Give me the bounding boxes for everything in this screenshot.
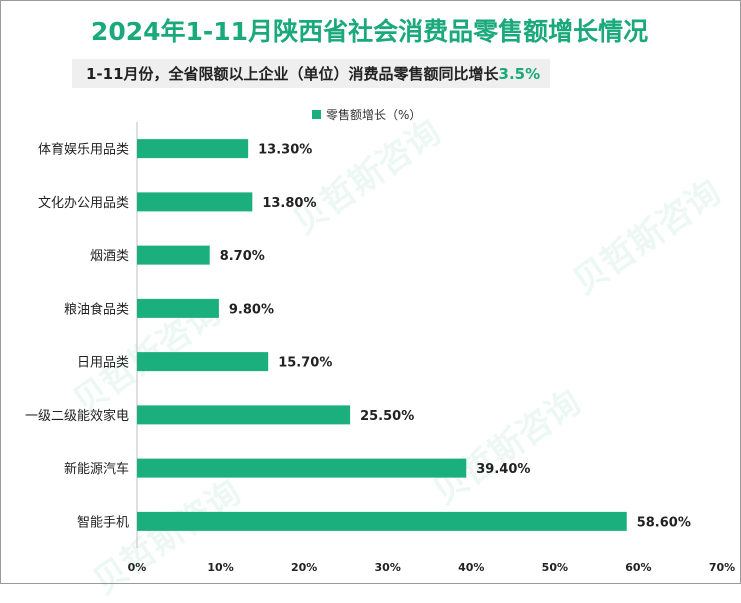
x-tick-label: 70%	[709, 561, 735, 574]
subtitle-box: 1-11月份，全省限额以上企业（单位）消费品零售额同比增长3.5%	[72, 59, 551, 88]
y-tick-label: 粮油食品类	[64, 301, 129, 317]
data-label: 13.80%	[262, 196, 316, 211]
x-tick-label: 60%	[625, 561, 651, 574]
x-tick-label: 50%	[542, 561, 568, 574]
x-tick-label: 10%	[207, 561, 233, 574]
y-tick-label: 体育娱乐用品类	[38, 142, 129, 158]
y-tick-label: 新能源汽车	[64, 461, 129, 477]
bar	[137, 405, 351, 425]
legend-swatch	[312, 110, 321, 119]
y-tick-label: 文化办公用品类	[38, 196, 129, 211]
data-label: 58.60%	[637, 515, 691, 530]
x-tick-label: 30%	[375, 561, 401, 574]
y-tick-label: 日用品类	[77, 356, 129, 371]
data-label: 8.70%	[220, 249, 265, 264]
chart-legend: 零售额增长（%）	[312, 106, 421, 123]
bar	[137, 458, 467, 478]
bar	[137, 192, 253, 212]
chart-frame	[0, 0, 741, 584]
bar	[137, 298, 219, 318]
data-label: 39.40%	[476, 462, 530, 477]
bar-chart: 体育娱乐用品类 13.30% 文化办公用品类 13.80% 烟酒类 8.70% 粮油食品类 9…	[25, 122, 735, 574]
y-tick-label: 烟酒类	[90, 249, 129, 264]
subtitle-highlight: 3.5%	[498, 65, 541, 83]
bar	[137, 352, 269, 372]
y-tick-label: 智能手机	[77, 515, 129, 530]
data-label: 15.70%	[278, 356, 332, 371]
data-label: 25.50%	[360, 409, 414, 424]
legend-label: 零售额增长（%）	[326, 108, 422, 122]
page-title: 2024年1-11月陕西省社会消费品零售额增长情况	[90, 17, 649, 46]
x-tick-label: 20%	[291, 561, 317, 574]
bar	[137, 245, 210, 265]
x-tick-label: 0%	[128, 561, 147, 574]
data-label: 13.30%	[258, 143, 312, 158]
subtitle-text: 1-11月份，全省限额以上企业（单位）消费品零售额同比增长	[86, 65, 499, 83]
y-tick-label: 一级二级能效家电	[25, 408, 129, 424]
bar	[137, 139, 249, 159]
data-label: 9.80%	[229, 302, 274, 317]
bar	[137, 511, 627, 531]
x-tick-label: 40%	[458, 561, 484, 574]
